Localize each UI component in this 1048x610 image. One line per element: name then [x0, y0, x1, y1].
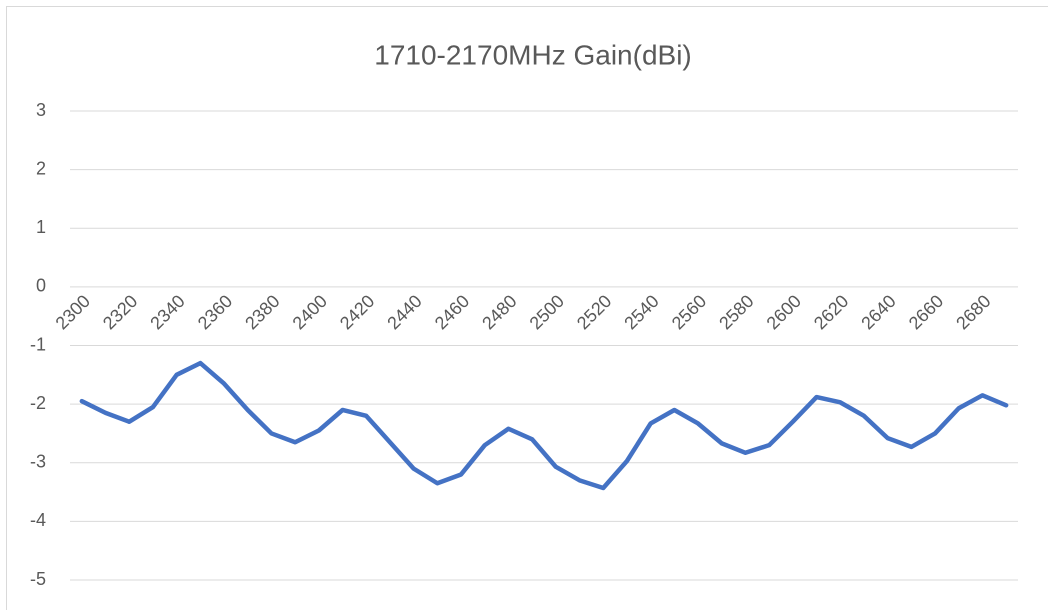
- y-tick-label: -3: [30, 452, 46, 472]
- y-tick-label: 1: [36, 217, 46, 237]
- y-tick-label: 3: [36, 100, 46, 120]
- line-series: [79, 360, 1009, 491]
- y-tick-label: 2: [36, 158, 46, 178]
- y-tick-label: -2: [30, 393, 46, 413]
- y-tick-label: -4: [30, 510, 46, 530]
- chart-border: [6, 6, 1048, 610]
- y-tick-label: -5: [30, 569, 46, 589]
- y-tick-label: 0: [36, 276, 46, 296]
- y-tick-label: -1: [30, 334, 46, 354]
- chart-title: 1710-2170MHz Gain(dBi): [374, 39, 692, 70]
